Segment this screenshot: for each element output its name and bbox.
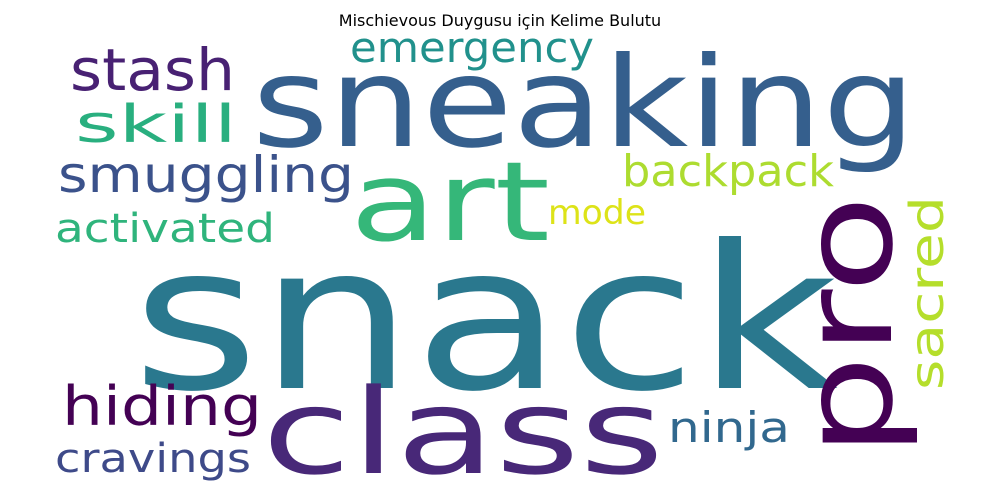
- word-art: art: [350, 138, 550, 266]
- word-hiding: hiding: [62, 375, 262, 438]
- word-sacred: sacred: [900, 196, 954, 390]
- word-cravings: cravings: [55, 436, 251, 482]
- word-activated: activated: [55, 206, 275, 252]
- word-mode: mode: [548, 193, 646, 233]
- chart-title: Mischievous Duygusu için Kelime Bulutu: [338, 11, 662, 30]
- word-ninja: ninja: [668, 403, 790, 452]
- word-sneaking: sneaking: [252, 31, 916, 176]
- word-pro: pro: [776, 195, 921, 457]
- word-stash: stash: [70, 36, 235, 104]
- word-emergency: emergency: [350, 23, 594, 72]
- word-smuggling: smuggling: [58, 146, 354, 204]
- word-class: class: [262, 363, 664, 500]
- word-backpack: backpack: [622, 146, 835, 197]
- word-skill: skill: [75, 95, 237, 155]
- word-snack: snack: [132, 203, 838, 436]
